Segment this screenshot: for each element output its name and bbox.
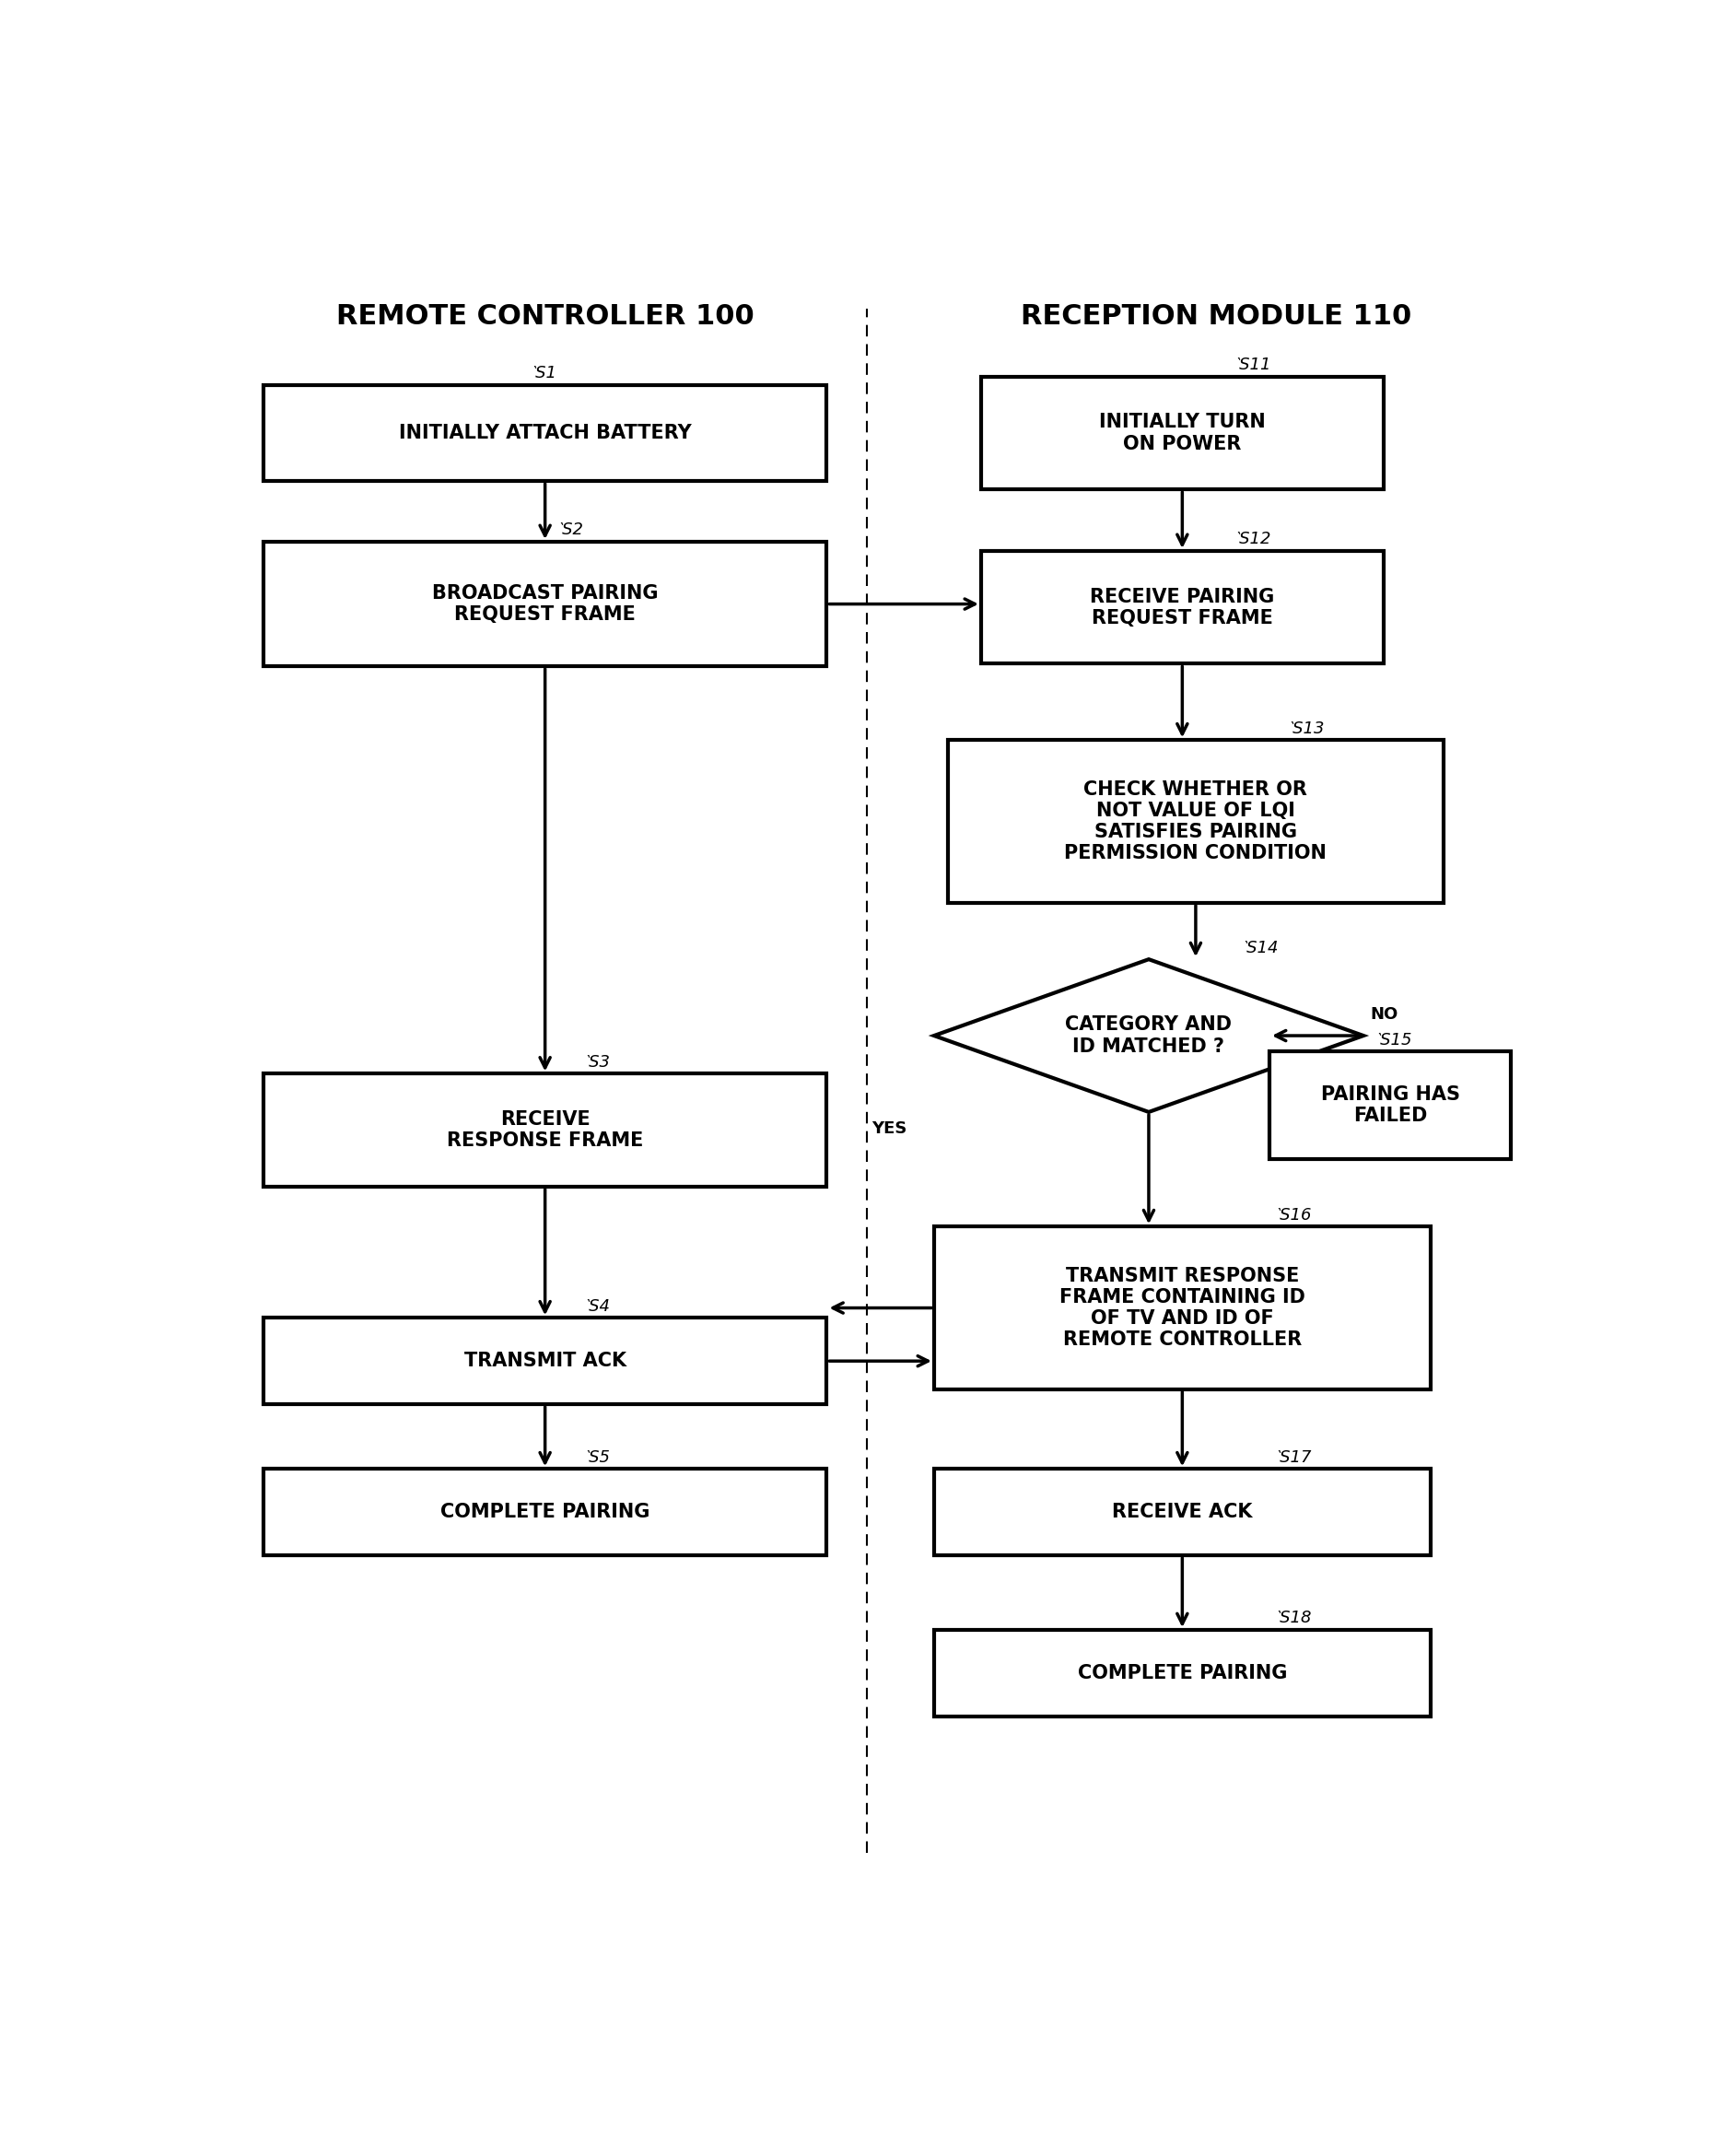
Text: RECEPTION MODULE 110: RECEPTION MODULE 110 [1020, 304, 1411, 330]
Bar [263, 1074, 827, 1186]
Text: ‵S13: ‵S13 [1290, 720, 1324, 737]
Text: ‵S12: ‵S12 [1236, 530, 1271, 548]
Text: ‵S11: ‵S11 [1236, 356, 1271, 373]
Text: INITIALLY ATTACH BATTERY: INITIALLY ATTACH BATTERY [398, 425, 691, 442]
Text: ‵S16: ‵S16 [1276, 1207, 1312, 1222]
Text: RECEIVE PAIRING
REQUEST FRAME: RECEIVE PAIRING REQUEST FRAME [1091, 586, 1274, 627]
Bar [935, 1227, 1430, 1388]
Text: TRANSMIT ACK: TRANSMIT ACK [464, 1352, 627, 1371]
Text: COMPLETE PAIRING: COMPLETE PAIRING [440, 1503, 649, 1522]
Text: RECEIVE
RESPONSE FRAME: RECEIVE RESPONSE FRAME [447, 1110, 644, 1149]
Text: INITIALLY TURN
ON POWER: INITIALLY TURN ON POWER [1099, 414, 1265, 453]
Bar [263, 1317, 827, 1404]
Text: ‵S5: ‵S5 [585, 1449, 609, 1466]
Text: ‵S15: ‵S15 [1376, 1031, 1412, 1048]
Bar [263, 1468, 827, 1554]
Bar [935, 1468, 1430, 1554]
Text: ‵S2: ‵S2 [559, 522, 583, 539]
Text: RECEIVE ACK: RECEIVE ACK [1111, 1503, 1253, 1522]
Bar [1269, 1052, 1511, 1160]
Text: ‵S14: ‵S14 [1243, 940, 1277, 955]
Bar [981, 552, 1383, 664]
Text: ‵S17: ‵S17 [1276, 1449, 1312, 1466]
Text: YES: YES [872, 1121, 907, 1136]
Bar [263, 541, 827, 666]
Text: ‵S18: ‵S18 [1276, 1611, 1312, 1626]
Text: ‵S4: ‵S4 [585, 1298, 609, 1315]
Text: CATEGORY AND
ID MATCHED ?: CATEGORY AND ID MATCHED ? [1065, 1015, 1232, 1056]
Polygon shape [935, 959, 1364, 1112]
Text: NO: NO [1371, 1007, 1399, 1022]
Bar [981, 377, 1383, 489]
Text: TRANSMIT RESPONSE
FRAME CONTAINING ID
OF TV AND ID OF
REMOTE CONTROLLER: TRANSMIT RESPONSE FRAME CONTAINING ID OF… [1059, 1266, 1305, 1350]
Bar [947, 740, 1444, 903]
Bar [263, 386, 827, 481]
Text: CHECK WHETHER OR
NOT VALUE OF LQI
SATISFIES PAIRING
PERMISSION CONDITION: CHECK WHETHER OR NOT VALUE OF LQI SATISF… [1065, 780, 1328, 862]
Text: ‵S3: ‵S3 [585, 1054, 609, 1072]
Text: ‵S1: ‵S1 [531, 364, 556, 382]
Text: COMPLETE PAIRING: COMPLETE PAIRING [1077, 1664, 1288, 1682]
Text: BROADCAST PAIRING
REQUEST FRAME: BROADCAST PAIRING REQUEST FRAME [433, 584, 658, 623]
Bar [935, 1630, 1430, 1716]
Text: PAIRING HAS
FAILED: PAIRING HAS FAILED [1321, 1084, 1459, 1125]
Text: REMOTE CONTROLLER 100: REMOTE CONTROLLER 100 [336, 304, 755, 330]
